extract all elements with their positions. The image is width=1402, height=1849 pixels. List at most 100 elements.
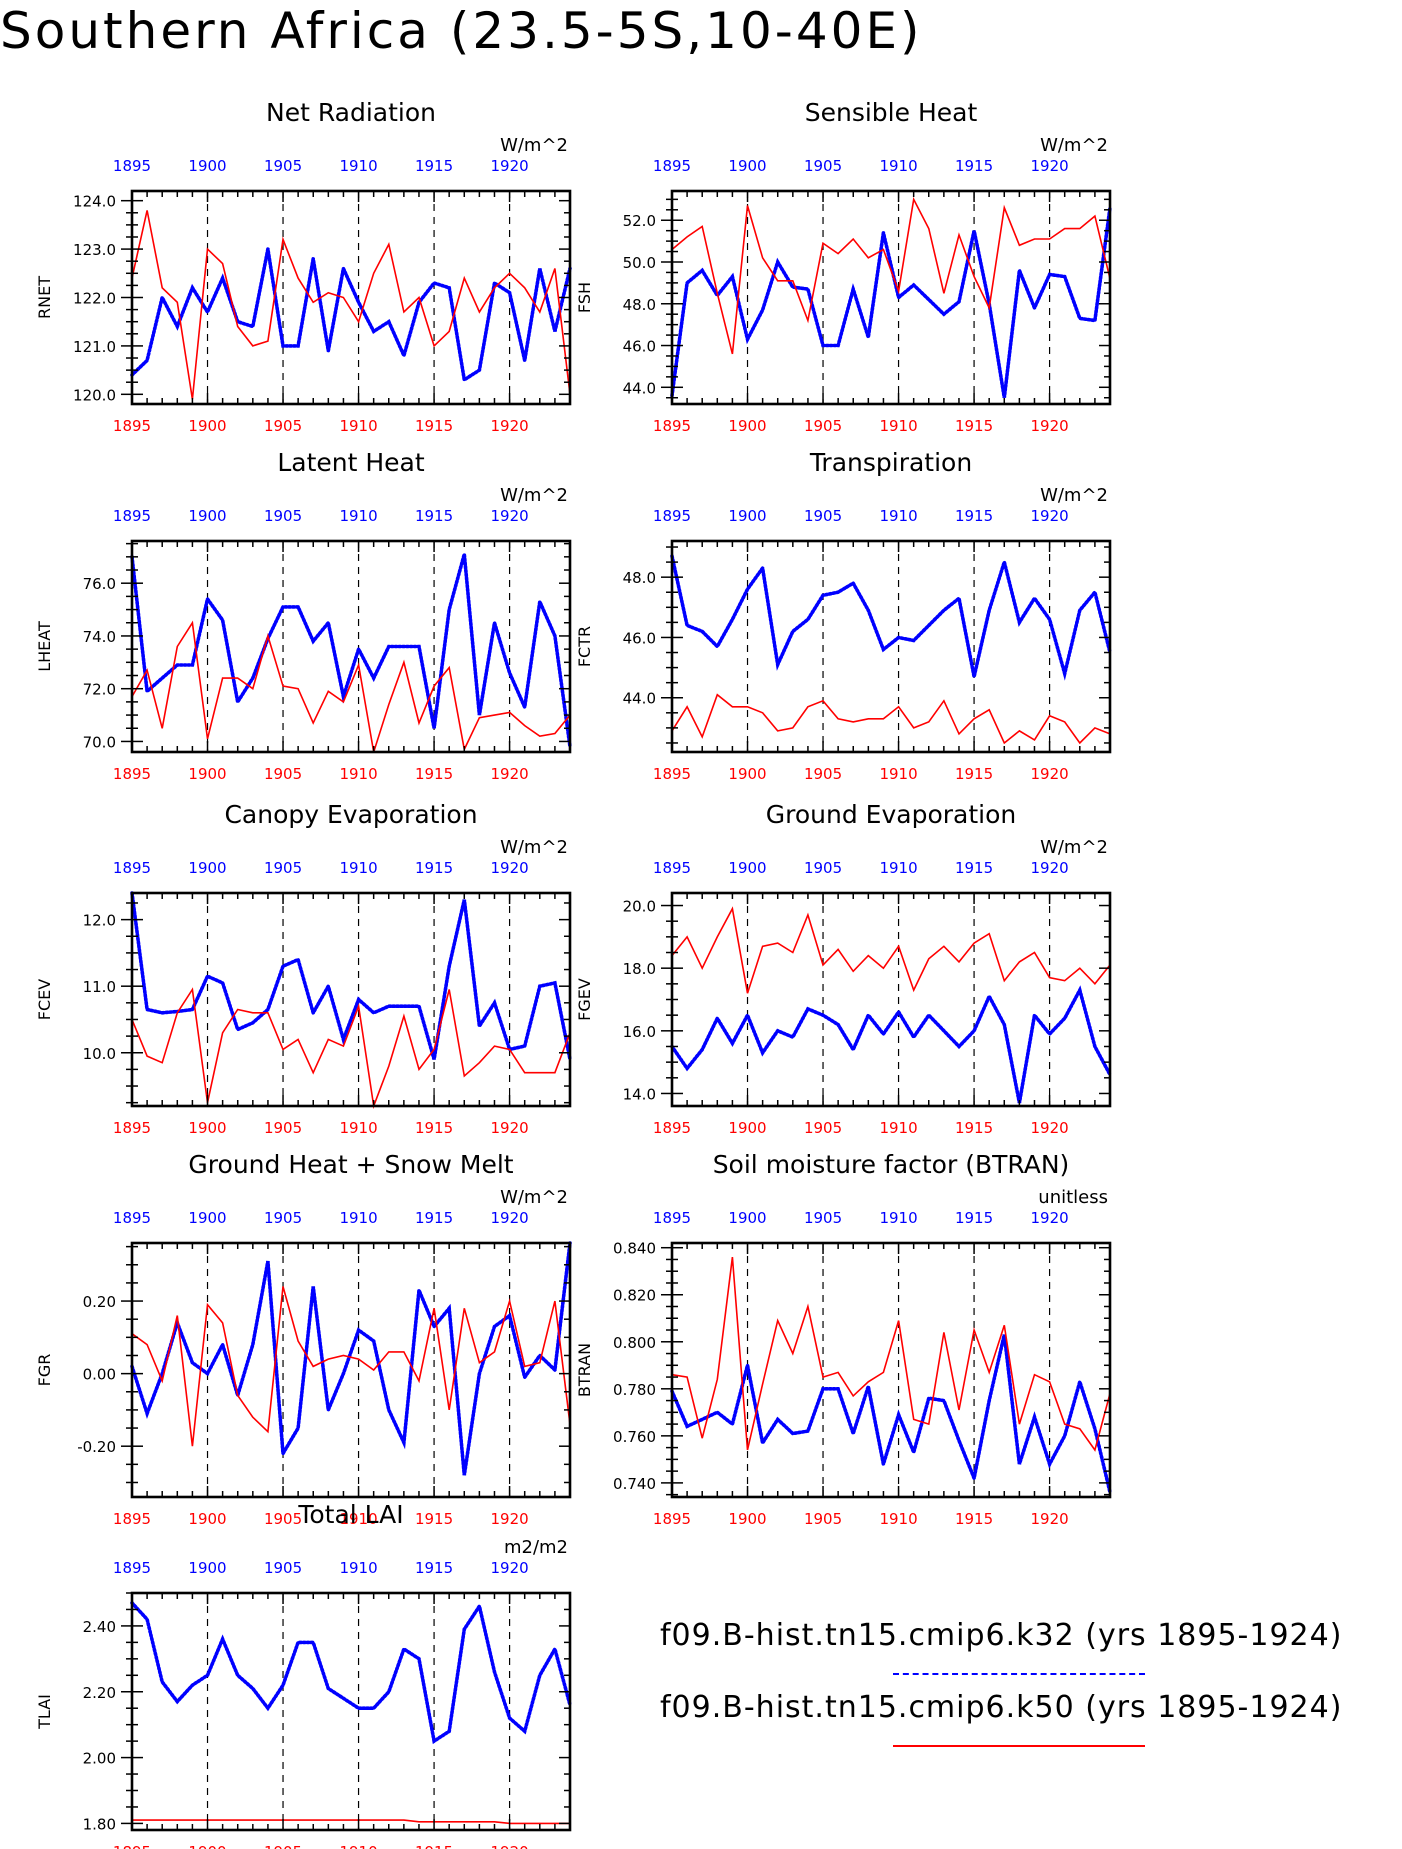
x-tick-label-bottom: 1905 <box>804 417 842 435</box>
series-k32-line <box>130 891 572 1062</box>
chart-panel-lheat: Latent Heat W/m^2 LHEAT 70.0 72.0 74.0 76.0 189… <box>35 448 572 783</box>
x-tick-label-top: 1910 <box>879 157 917 175</box>
series-k32-line <box>670 1334 1112 1495</box>
x-tick-label-bottom: 1910 <box>339 1843 377 1849</box>
x-tick-label-top: 1905 <box>804 157 842 175</box>
y-tick-label: 70.0 <box>83 733 116 751</box>
x-tick-label-top: 1915 <box>955 157 993 175</box>
legend-entry-k32: f09.B-hist.tn15.cmip6.k32 (yrs 1895-1924… <box>660 1618 1343 1653</box>
x-tick-label-top: 1900 <box>188 1559 226 1577</box>
x-tick-label-bottom: 1915 <box>955 765 993 783</box>
x-tick-label-top: 1920 <box>1030 157 1068 175</box>
x-tick-label-top: 1920 <box>490 859 528 877</box>
x-tick-label-top: 1915 <box>415 859 453 877</box>
x-tick-label-bottom: 1920 <box>1030 417 1068 435</box>
y-axis-label: FCEV <box>35 979 54 1020</box>
x-tick-label-top: 1920 <box>490 507 528 525</box>
y-axis-label: FGEV <box>575 978 594 1021</box>
legend-entry-k50: f09.B-hist.tn15.cmip6.k50 (yrs 1895-1924… <box>660 1690 1343 1725</box>
y-tick-label: 0.00 <box>83 1366 116 1384</box>
x-tick-label-bottom: 1895 <box>113 1510 151 1528</box>
x-tick-label-bottom: 1905 <box>264 1843 302 1849</box>
y-axis-label: FCTR <box>575 626 594 667</box>
x-tick-label-top: 1900 <box>188 1209 226 1227</box>
plot-frame <box>670 1241 1112 1499</box>
y-tick-label: 124.0 <box>73 193 116 211</box>
chart-panel-btran: Soil moisture factor (BTRAN) unitless BTRA… <box>575 1150 1112 1528</box>
series-k32-line <box>670 554 1112 681</box>
series-k50-line <box>131 1286 571 1447</box>
x-tick-label-bottom: 1905 <box>264 1510 302 1528</box>
x-tick-label-top: 1910 <box>339 157 377 175</box>
x-tick-label-bottom: 1920 <box>1030 765 1068 783</box>
x-tick-label-top: 1895 <box>653 157 691 175</box>
series-k32-line <box>130 248 572 383</box>
x-tick-label-top: 1920 <box>1030 859 1068 877</box>
x-tick-label-bottom: 1910 <box>339 417 377 435</box>
x-tick-label-top: 1905 <box>264 1209 302 1227</box>
x-tick-label-bottom: 1905 <box>804 765 842 783</box>
x-tick-label-top: 1905 <box>804 507 842 525</box>
series-k50-line <box>131 620 571 753</box>
x-tick-label-bottom: 1895 <box>113 765 151 783</box>
x-tick-label-bottom: 1910 <box>879 1510 917 1528</box>
y-tick-label: 48.0 <box>623 569 656 587</box>
units-label: W/m^2 <box>500 1187 568 1208</box>
y-tick-label: 18.0 <box>623 960 656 978</box>
chart-panel-tlai: Total LAI m2/m2 TLAI 1.80 2.00 2.20 2.40 1895 18… <box>35 1500 572 1849</box>
x-tick-label-top: 1915 <box>415 157 453 175</box>
y-axis-label: RNET <box>35 276 54 319</box>
series-k50-line <box>671 1257 1111 1452</box>
y-tick-label: 44.0 <box>623 690 656 708</box>
plot-frame <box>130 1241 572 1499</box>
x-tick-label-bottom: 1920 <box>490 1843 528 1849</box>
x-tick-label-top: 1900 <box>728 1209 766 1227</box>
y-tick-label: 122.0 <box>73 290 116 308</box>
x-tick-label-top: 1900 <box>728 859 766 877</box>
chart-title: Canopy Evaporation <box>224 800 477 829</box>
x-tick-label-top: 1920 <box>1030 1209 1068 1227</box>
x-tick-label-top: 1915 <box>955 1209 993 1227</box>
x-tick-label-top: 1895 <box>113 507 151 525</box>
x-tick-label-bottom: 1920 <box>1030 1510 1068 1528</box>
x-tick-label-bottom: 1905 <box>804 1510 842 1528</box>
y-tick-label: 121.0 <box>73 338 116 356</box>
series-k32-line <box>670 205 1112 398</box>
x-tick-label-top: 1920 <box>1030 507 1068 525</box>
plot-frame <box>670 189 1112 406</box>
x-tick-label-top: 1910 <box>339 1209 377 1227</box>
x-tick-label-bottom: 1900 <box>188 417 226 435</box>
series-k32-line <box>130 1241 572 1476</box>
y-tick-label: 12.0 <box>83 912 116 930</box>
y-tick-label: 0.20 <box>83 1293 116 1311</box>
y-tick-label: 123.0 <box>73 241 116 259</box>
y-tick-label: 46.0 <box>623 338 656 356</box>
x-tick-label-bottom: 1915 <box>415 1843 453 1849</box>
y-tick-label: 14.0 <box>623 1085 656 1103</box>
y-tick-label: 1.80 <box>83 1815 116 1833</box>
y-tick-label: 0.820 <box>613 1287 656 1305</box>
series-k50-line <box>671 196 1111 355</box>
units-label: W/m^2 <box>500 135 568 156</box>
x-tick-label-bottom: 1895 <box>113 417 151 435</box>
series-k32-line <box>670 985 1112 1104</box>
x-tick-label-bottom: 1920 <box>490 1510 528 1528</box>
units-label: W/m^2 <box>1040 837 1108 858</box>
y-tick-label: 74.0 <box>83 628 116 646</box>
chart-panel-rnet: Net Radiation W/m^2 RNET 120.0 121.0 122.0 123… <box>35 98 572 435</box>
units-label: W/m^2 <box>1040 485 1108 506</box>
plot-frame <box>130 1591 572 1832</box>
chart-panel-fgr: Ground Heat + Snow Melt W/m^2 FGR -0.20 0.00… <box>35 1150 572 1528</box>
y-tick-label: 120.0 <box>73 386 116 404</box>
y-tick-label: 0.800 <box>613 1334 656 1352</box>
x-tick-label-top: 1910 <box>339 859 377 877</box>
x-tick-label-bottom: 1920 <box>1030 1119 1068 1137</box>
x-tick-label-bottom: 1900 <box>188 765 226 783</box>
units-label: m2/m2 <box>504 1537 568 1558</box>
x-tick-label-bottom: 1905 <box>804 1119 842 1137</box>
x-tick-label-bottom: 1900 <box>728 417 766 435</box>
x-tick-label-top: 1905 <box>264 859 302 877</box>
x-tick-label-bottom: 1900 <box>728 765 766 783</box>
chart-title: Latent Heat <box>277 448 425 477</box>
x-tick-label-top: 1895 <box>653 507 691 525</box>
